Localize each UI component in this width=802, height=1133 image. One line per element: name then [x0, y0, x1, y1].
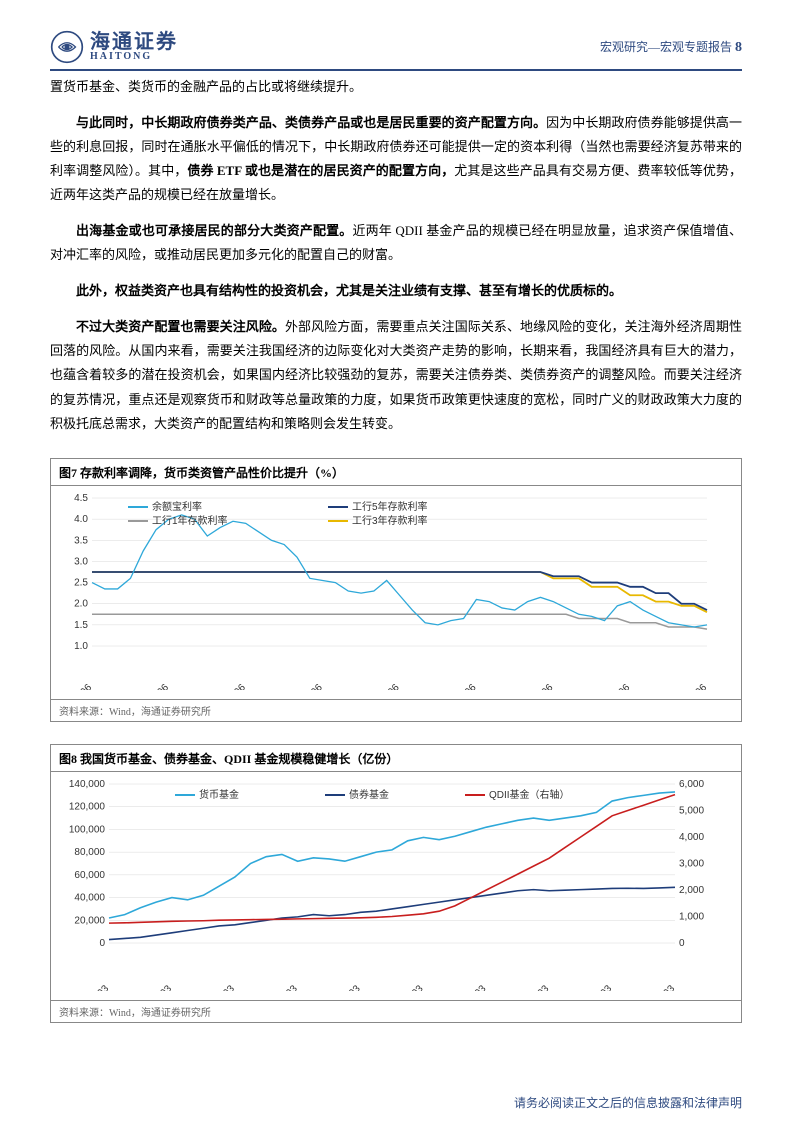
body-text: 置货币基金、类货币的金融产品的占比或将继续提升。 与此同时，中长期政府债券类产品… — [50, 75, 742, 436]
svg-text:2.5: 2.5 — [74, 577, 88, 588]
p5: 不过大类资产配置也需要关注风险。外部风险方面，需要重点关注国际关系、地缘风险的变… — [50, 315, 742, 435]
svg-text:0: 0 — [679, 938, 685, 949]
logo-cn-text: 海通证券 — [90, 32, 178, 52]
p2: 与此同时，中长期政府债券类产品、类债券产品或也是居民重要的资产配置方向。因为中长… — [50, 111, 742, 207]
figure-8-title: 图8 我国货币基金、债券基金、QDII 基金规模稳健增长（亿份） — [51, 745, 741, 772]
svg-text:2017-03: 2017-03 — [203, 983, 237, 991]
svg-text:2019-03: 2019-03 — [329, 983, 363, 991]
page-header: 海通证券 HAITONG 宏观研究—宏观专题报告 8 — [50, 0, 742, 71]
svg-text:余额宝利率: 余额宝利率 — [152, 500, 202, 513]
svg-text:4.5: 4.5 — [74, 493, 88, 504]
svg-text:工行5年存款利率: 工行5年存款利率 — [352, 500, 428, 513]
haitong-logo-icon — [50, 30, 84, 64]
logo-en-text: HAITONG — [90, 52, 178, 62]
svg-text:20,000: 20,000 — [74, 915, 105, 926]
page-number: 8 — [735, 40, 742, 55]
svg-text:1.5: 1.5 — [74, 619, 88, 630]
p1: 置货币基金、类货币的金融产品的占比或将继续提升。 — [50, 75, 742, 99]
logo: 海通证券 HAITONG — [50, 30, 178, 64]
figure-7-source: 资料来源：Wind，海通证券研究所 — [51, 699, 741, 721]
figure-8-source: 资料来源：Wind，海通证券研究所 — [51, 1000, 741, 1022]
header-category: 宏观研究—宏观专题报告 8 — [600, 38, 742, 56]
svg-text:0: 0 — [99, 938, 105, 949]
svg-text:2017-06: 2017-06 — [137, 682, 171, 690]
svg-text:2,000: 2,000 — [679, 885, 704, 896]
svg-text:工行3年存款利率: 工行3年存款利率 — [352, 514, 428, 527]
svg-text:2021-03: 2021-03 — [455, 983, 489, 991]
p3: 出海基金或也可承接居民的部分大类资产配置。近两年 QDII 基金产品的规模已经在… — [50, 219, 742, 267]
svg-text:4.0: 4.0 — [74, 514, 88, 525]
svg-text:2021-06: 2021-06 — [445, 682, 479, 690]
svg-text:2020-06: 2020-06 — [368, 682, 402, 690]
svg-text:货币基金: 货币基金 — [199, 788, 239, 801]
svg-text:2024-03: 2024-03 — [643, 983, 677, 991]
figure-8-chart: 0 20,000 40,000 60,000 80,000 100,000 120,000 1… — [57, 776, 717, 991]
svg-text:2016-03: 2016-03 — [140, 983, 174, 991]
svg-text:40,000: 40,000 — [74, 892, 105, 903]
svg-text:60,000: 60,000 — [74, 869, 105, 880]
svg-text:2022-06: 2022-06 — [522, 682, 556, 690]
figure-7: 图7 存款利率调降，货币类资管产品性价比提升（%） 1.0 1.5 2.0 2.5 3.… — [50, 458, 742, 722]
svg-text:2024-06: 2024-06 — [675, 682, 709, 690]
svg-text:3.0: 3.0 — [74, 556, 88, 567]
svg-text:工行1年存款利率: 工行1年存款利率 — [152, 514, 228, 527]
svg-text:3.5: 3.5 — [74, 535, 88, 546]
svg-text:6,000: 6,000 — [679, 779, 704, 790]
svg-text:80,000: 80,000 — [74, 847, 105, 858]
page-footer: 请务必阅读正文之后的信息披露和法律声明 — [514, 1094, 742, 1111]
svg-text:140,000: 140,000 — [69, 779, 106, 790]
figure-7-title: 图7 存款利率调降，货币类资管产品性价比提升（%） — [51, 459, 741, 486]
svg-text:2023-03: 2023-03 — [581, 983, 615, 991]
svg-text:2016-06: 2016-06 — [60, 682, 94, 690]
svg-text:2018-03: 2018-03 — [266, 983, 300, 991]
svg-text:120,000: 120,000 — [69, 801, 106, 812]
svg-text:2020-03: 2020-03 — [392, 983, 426, 991]
figure-8: 图8 我国货币基金、债券基金、QDII 基金规模稳健增长（亿份） 0 20,000… — [50, 744, 742, 1023]
svg-text:2015-03: 2015-03 — [77, 983, 111, 991]
svg-text:4,000: 4,000 — [679, 832, 704, 843]
svg-text:2022-03: 2022-03 — [518, 983, 552, 991]
svg-text:1.0: 1.0 — [74, 641, 88, 652]
p4: 此外，权益类资产也具有结构性的投资机会，尤其是关注业绩有支撑、甚至有增长的优质标… — [50, 279, 742, 303]
svg-text:2019-06: 2019-06 — [291, 682, 325, 690]
svg-text:债券基金: 债券基金 — [349, 788, 389, 801]
svg-text:2.0: 2.0 — [74, 598, 88, 609]
svg-text:1,000: 1,000 — [679, 911, 704, 922]
figure-7-chart: 1.0 1.5 2.0 2.5 3.0 3.5 4.0 4.5 2016-06 2017-06 20… — [57, 490, 717, 690]
svg-text:5,000: 5,000 — [679, 805, 704, 816]
svg-text:QDII基金（右轴）: QDII基金（右轴） — [489, 788, 570, 801]
svg-text:2018-06: 2018-06 — [214, 682, 248, 690]
svg-text:2023-06: 2023-06 — [599, 682, 633, 690]
svg-text:3,000: 3,000 — [679, 858, 704, 869]
svg-text:100,000: 100,000 — [69, 824, 106, 835]
